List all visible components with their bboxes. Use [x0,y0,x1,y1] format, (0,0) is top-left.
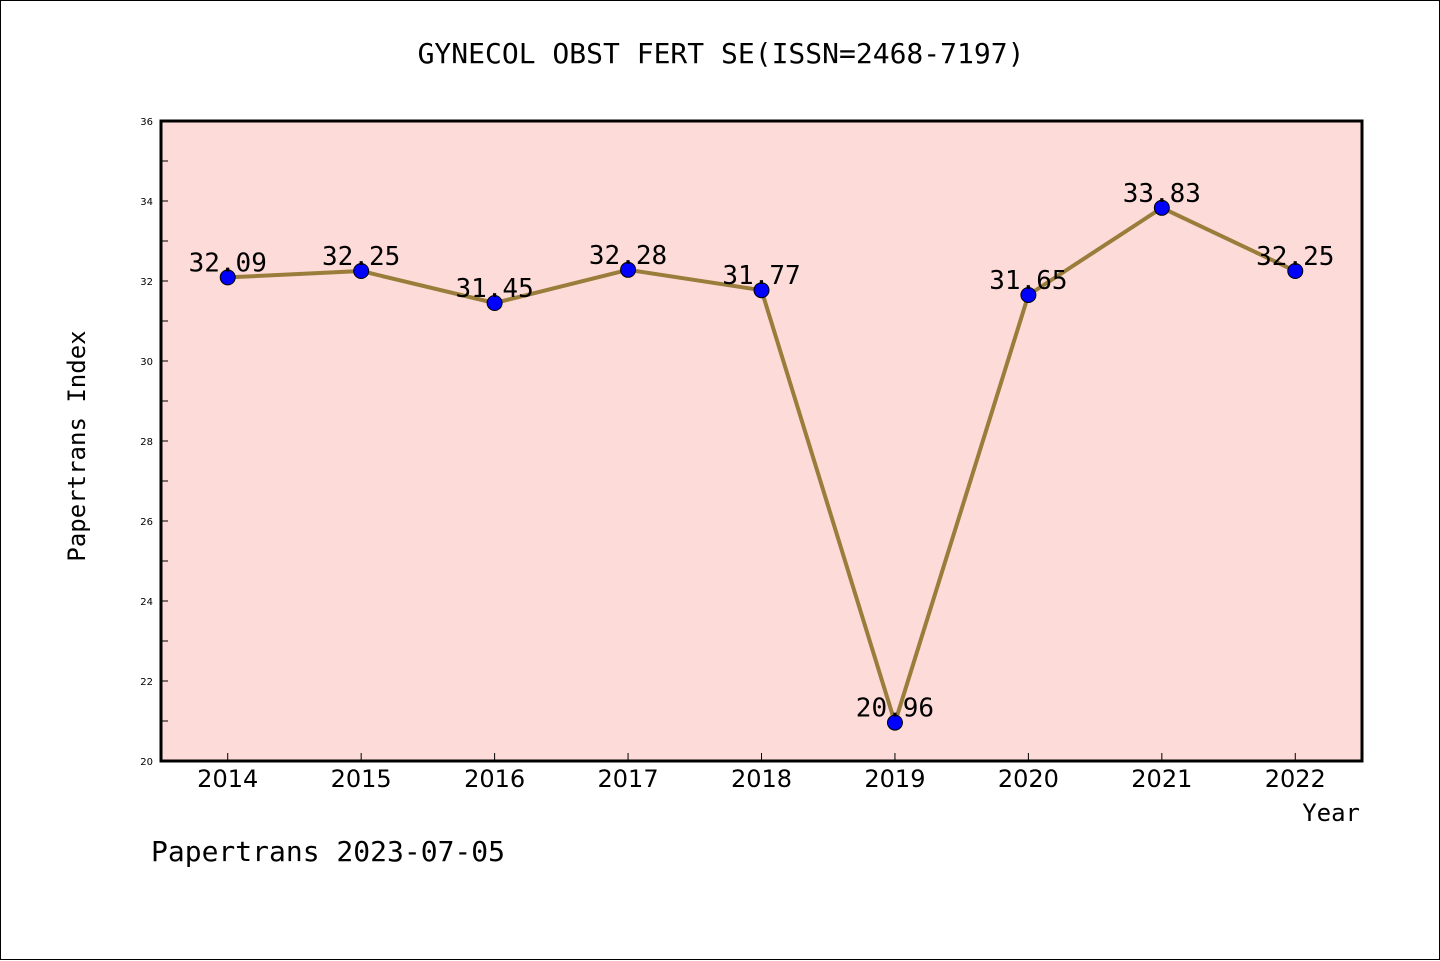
x-axis-label: Year [1302,799,1360,827]
chart-title: GYNECOL OBST FERT SE(ISSN=2468-7197) [417,37,1025,70]
y-tick-label: 24 [140,597,153,608]
y-tick-label: 28 [140,437,153,448]
y-tick-label: 22 [140,677,153,688]
x-tick-label: 2019 [864,765,925,793]
data-point [1287,263,1304,279]
data-point [219,269,236,286]
data-point [1153,199,1170,216]
data-point [753,282,770,299]
y-tick-label: 30 [140,357,153,368]
x-axis: 2014 2015 2016 2017 2018 2019 2020 2021 2022 [197,753,1326,793]
data-point [353,263,370,279]
data-label: 33.83 [1123,179,1201,209]
footer-stamp: Papertrans 2023-07-05 [151,835,506,868]
data-label: 31.45 [455,274,533,304]
x-tick-label: 2015 [331,765,392,793]
y-tick-label: 34 [140,197,153,208]
x-tick-label: 2017 [598,765,659,793]
x-tick-label: 2020 [998,765,1059,793]
data-labels: 32.09 32.25 31.45 32.28 31.77 20.96 31.65 33.83… [189,179,1335,724]
data-point [1020,287,1037,303]
data-point [886,714,903,731]
data-label: 32.25 [322,242,400,272]
plot-area [159,119,1364,763]
data-label: 31.77 [722,261,800,291]
data-label: 32.28 [589,241,667,271]
data-label: 32.25 [1256,242,1334,272]
y-axis: 20 22 24 26 28 30 32 34 36 [140,117,168,768]
y-tick-label: 26 [140,517,153,528]
data-label: 31.65 [989,266,1067,296]
x-tick-label: 2016 [464,765,525,793]
y-tick-label: 36 [140,117,153,128]
data-point [486,295,503,311]
y-tick-label: 32 [140,277,153,288]
data-markers [219,199,1304,731]
x-tick-label: 2021 [1131,765,1192,793]
data-label: 20.96 [856,694,934,724]
data-label: 32.09 [189,248,267,278]
x-tick-label: 2018 [731,765,792,793]
y-axis-label: Papertrans Index [63,330,91,561]
data-point [620,261,637,278]
x-tick-label: 2022 [1265,765,1326,793]
y-tick-label: 20 [140,757,153,768]
x-tick-label: 2014 [197,765,258,793]
